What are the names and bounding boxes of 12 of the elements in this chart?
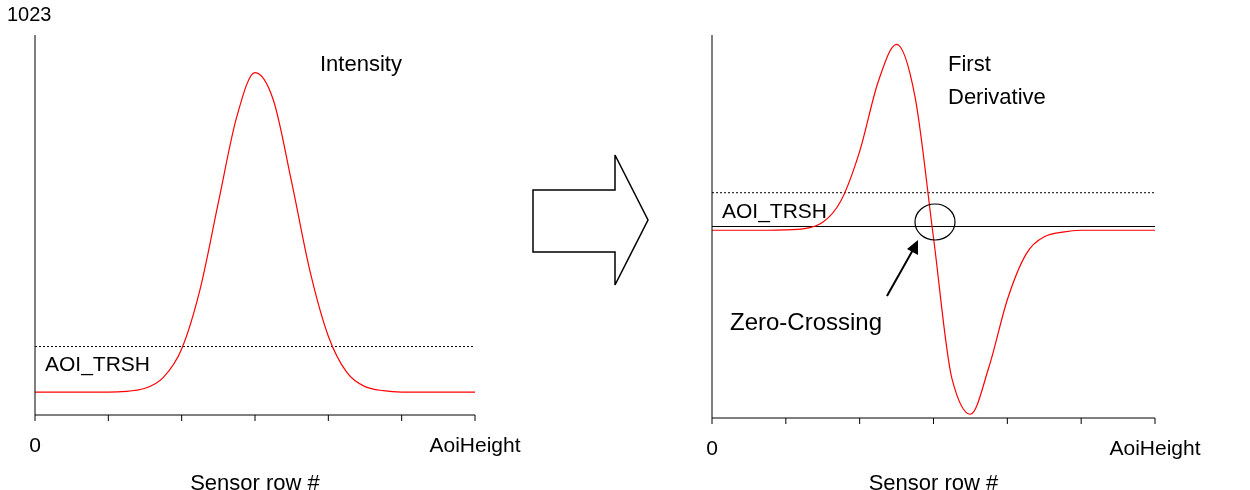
x-tick-label: AoiHeight bbox=[1109, 435, 1201, 459]
ref-line-label: AOI_TRSH bbox=[722, 198, 828, 223]
x-tick-label: 0 bbox=[29, 432, 41, 456]
chart-title: Intensity bbox=[320, 50, 403, 78]
x-axis-title: Sensor row # bbox=[190, 470, 321, 490]
ref-line-label: AOI_TRSH bbox=[45, 352, 151, 377]
x-axis-title: Sensor row # bbox=[868, 470, 1000, 490]
annotation: Zero-Crossing bbox=[730, 308, 883, 336]
x-tick-label: AoiHeight bbox=[429, 432, 521, 456]
text: First Derivative bbox=[948, 50, 1047, 111]
x-tick-label: 0 bbox=[706, 435, 718, 459]
text: 1023 bbox=[7, 3, 52, 26]
